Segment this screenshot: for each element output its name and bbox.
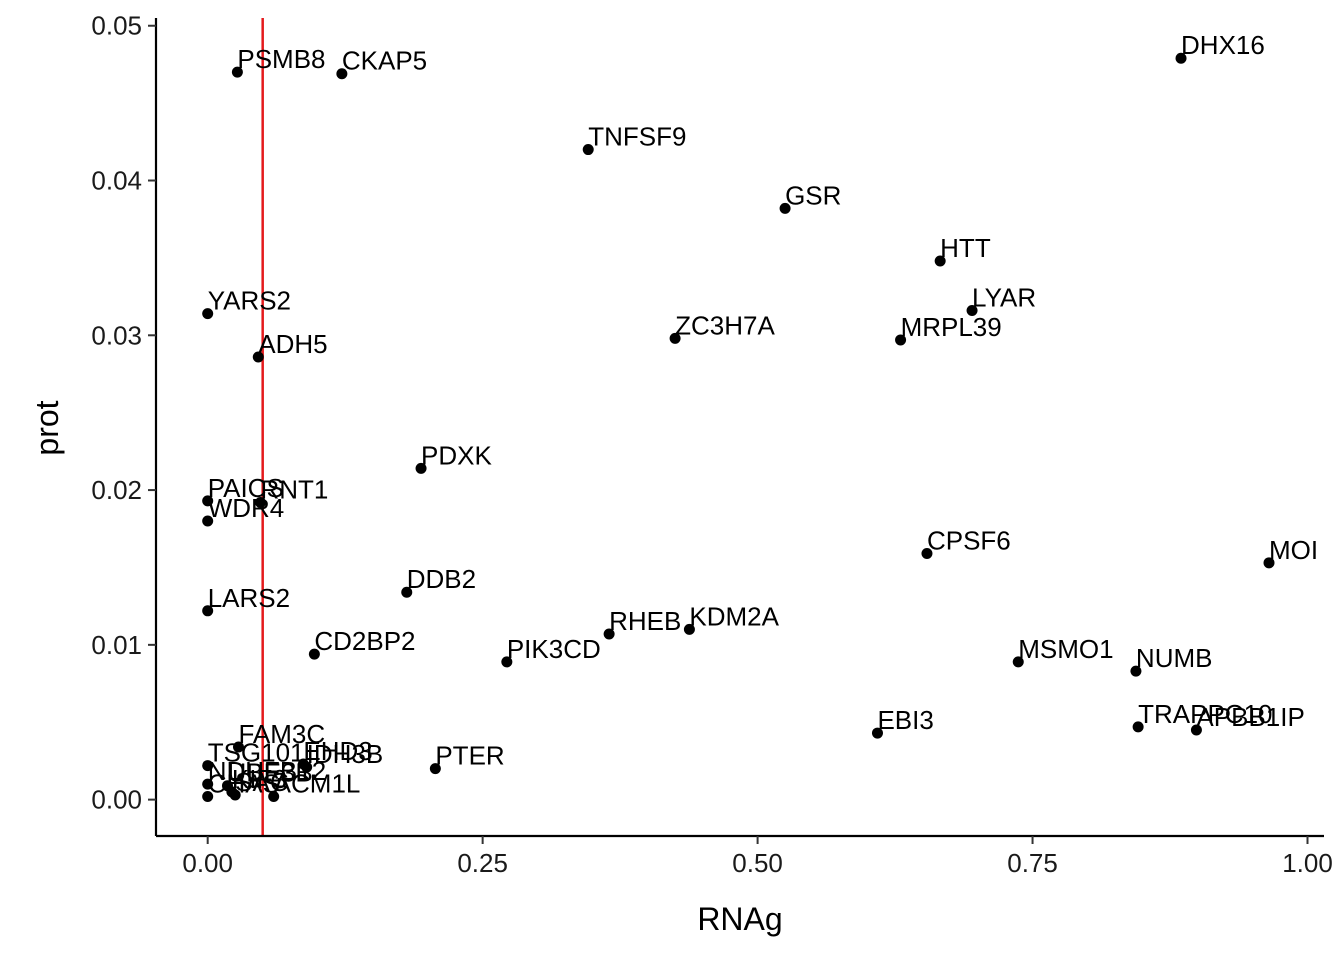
point-label: CKAP5 <box>342 46 427 76</box>
x-tick-label: 0.75 <box>1007 848 1058 878</box>
x-tick-label: 0.00 <box>182 848 233 878</box>
point-label: PTER <box>435 741 504 771</box>
points-layer: DHX16 PSMB8 CKAP5 TNFSF9 GSR HTT LYAR YARS2 ZC3H… <box>202 30 1318 803</box>
point-label: MOI <box>1269 535 1318 565</box>
y-tick-label: 0.03 <box>91 320 142 350</box>
data-point <box>229 789 241 801</box>
data-point <box>429 763 441 775</box>
data-point <box>202 495 214 507</box>
point-label: UBE3B <box>227 758 312 788</box>
data-point <box>501 656 513 668</box>
point-label: MRPL39 <box>901 312 1002 342</box>
point-label: SAC <box>235 767 288 797</box>
y-axis-title: prot <box>29 400 65 455</box>
data-point <box>871 727 883 739</box>
point-label: DHX16 <box>1181 30 1265 60</box>
y-tick-label: 0.01 <box>91 630 142 660</box>
data-point <box>1130 665 1142 677</box>
point-label: TRAPPC10 <box>1138 699 1272 729</box>
y-tick-label: 0.00 <box>91 785 142 815</box>
data-point <box>202 308 214 320</box>
data-point <box>603 628 615 640</box>
y-tick-label: 0.02 <box>91 475 142 505</box>
data-point <box>1175 52 1187 64</box>
data-point <box>252 351 264 363</box>
point-label: NUMB <box>1136 643 1213 673</box>
data-point <box>202 605 214 617</box>
x-axis-title: RNAg <box>697 901 782 937</box>
point-label: EBI3 <box>877 705 933 735</box>
point-label: ADH5 <box>258 329 327 359</box>
data-point <box>683 623 695 635</box>
data-point <box>308 648 320 660</box>
point-label: KIF3 <box>232 764 287 794</box>
data-point <box>202 515 214 527</box>
data-point <box>268 791 280 803</box>
point-label: FAM3C <box>238 719 325 749</box>
point-label: ACM1L <box>274 769 361 799</box>
data-point <box>895 334 907 346</box>
point-label: PIK3CD <box>507 634 601 664</box>
point-label: WDR4 <box>208 493 285 523</box>
data-point <box>1263 557 1275 569</box>
point-label: MSMO1 <box>1018 634 1113 664</box>
data-point <box>669 332 681 344</box>
point-label: EHD3 <box>303 736 372 766</box>
data-point <box>934 255 946 267</box>
point-label: RNT1 <box>260 474 328 504</box>
data-point <box>415 462 427 474</box>
point-label: APBB1IP <box>1196 702 1304 732</box>
data-point <box>401 586 413 598</box>
data-point <box>202 760 214 772</box>
data-point <box>202 791 214 803</box>
point-label: CHAS <box>208 769 280 799</box>
data-point <box>1190 724 1202 736</box>
data-point <box>231 66 243 78</box>
data-point <box>921 548 933 560</box>
point-label: GSR <box>785 180 841 210</box>
data-point <box>779 202 791 214</box>
data-point <box>301 761 313 773</box>
data-point <box>336 68 348 80</box>
point-label: DDB2 <box>407 564 476 594</box>
data-point <box>966 305 978 317</box>
x-tick-label: 1.00 <box>1282 848 1333 878</box>
point-label: YARS2 <box>208 286 291 316</box>
point-label: TSG101 <box>208 738 305 768</box>
point-label: RHEB <box>609 606 681 636</box>
y-tick-label: 0.05 <box>91 11 142 41</box>
data-point <box>1012 656 1024 668</box>
x-tick-label: 0.25 <box>457 848 508 878</box>
y-tick-label: 0.04 <box>91 166 142 196</box>
data-point <box>1132 721 1144 733</box>
point-label: PSMB8 <box>237 44 325 74</box>
data-point <box>202 778 214 790</box>
data-point <box>232 741 244 753</box>
point-label: LARS2 <box>208 583 290 613</box>
point-label: LYAR <box>972 283 1036 313</box>
point-label: CD2BP2 <box>314 626 415 656</box>
axes-layer: 0.00 0.25 0.50 0.75 1.00 0.00 0.01 0.02 0.03 0.04… <box>91 11 1332 878</box>
data-point <box>582 144 594 156</box>
x-tick-label: 0.50 <box>732 848 783 878</box>
point-label: IDH3B <box>307 739 384 769</box>
point-label: PAICS <box>208 473 284 503</box>
point-label: HTT <box>940 233 991 263</box>
point-label: CPSF6 <box>927 526 1011 556</box>
point-label: ZC3H7A <box>675 310 775 340</box>
point-label: KDM2A <box>689 601 779 631</box>
point-label: PDXK <box>421 440 492 470</box>
point-label: TNFSF9 <box>588 122 686 152</box>
data-point <box>254 496 266 508</box>
